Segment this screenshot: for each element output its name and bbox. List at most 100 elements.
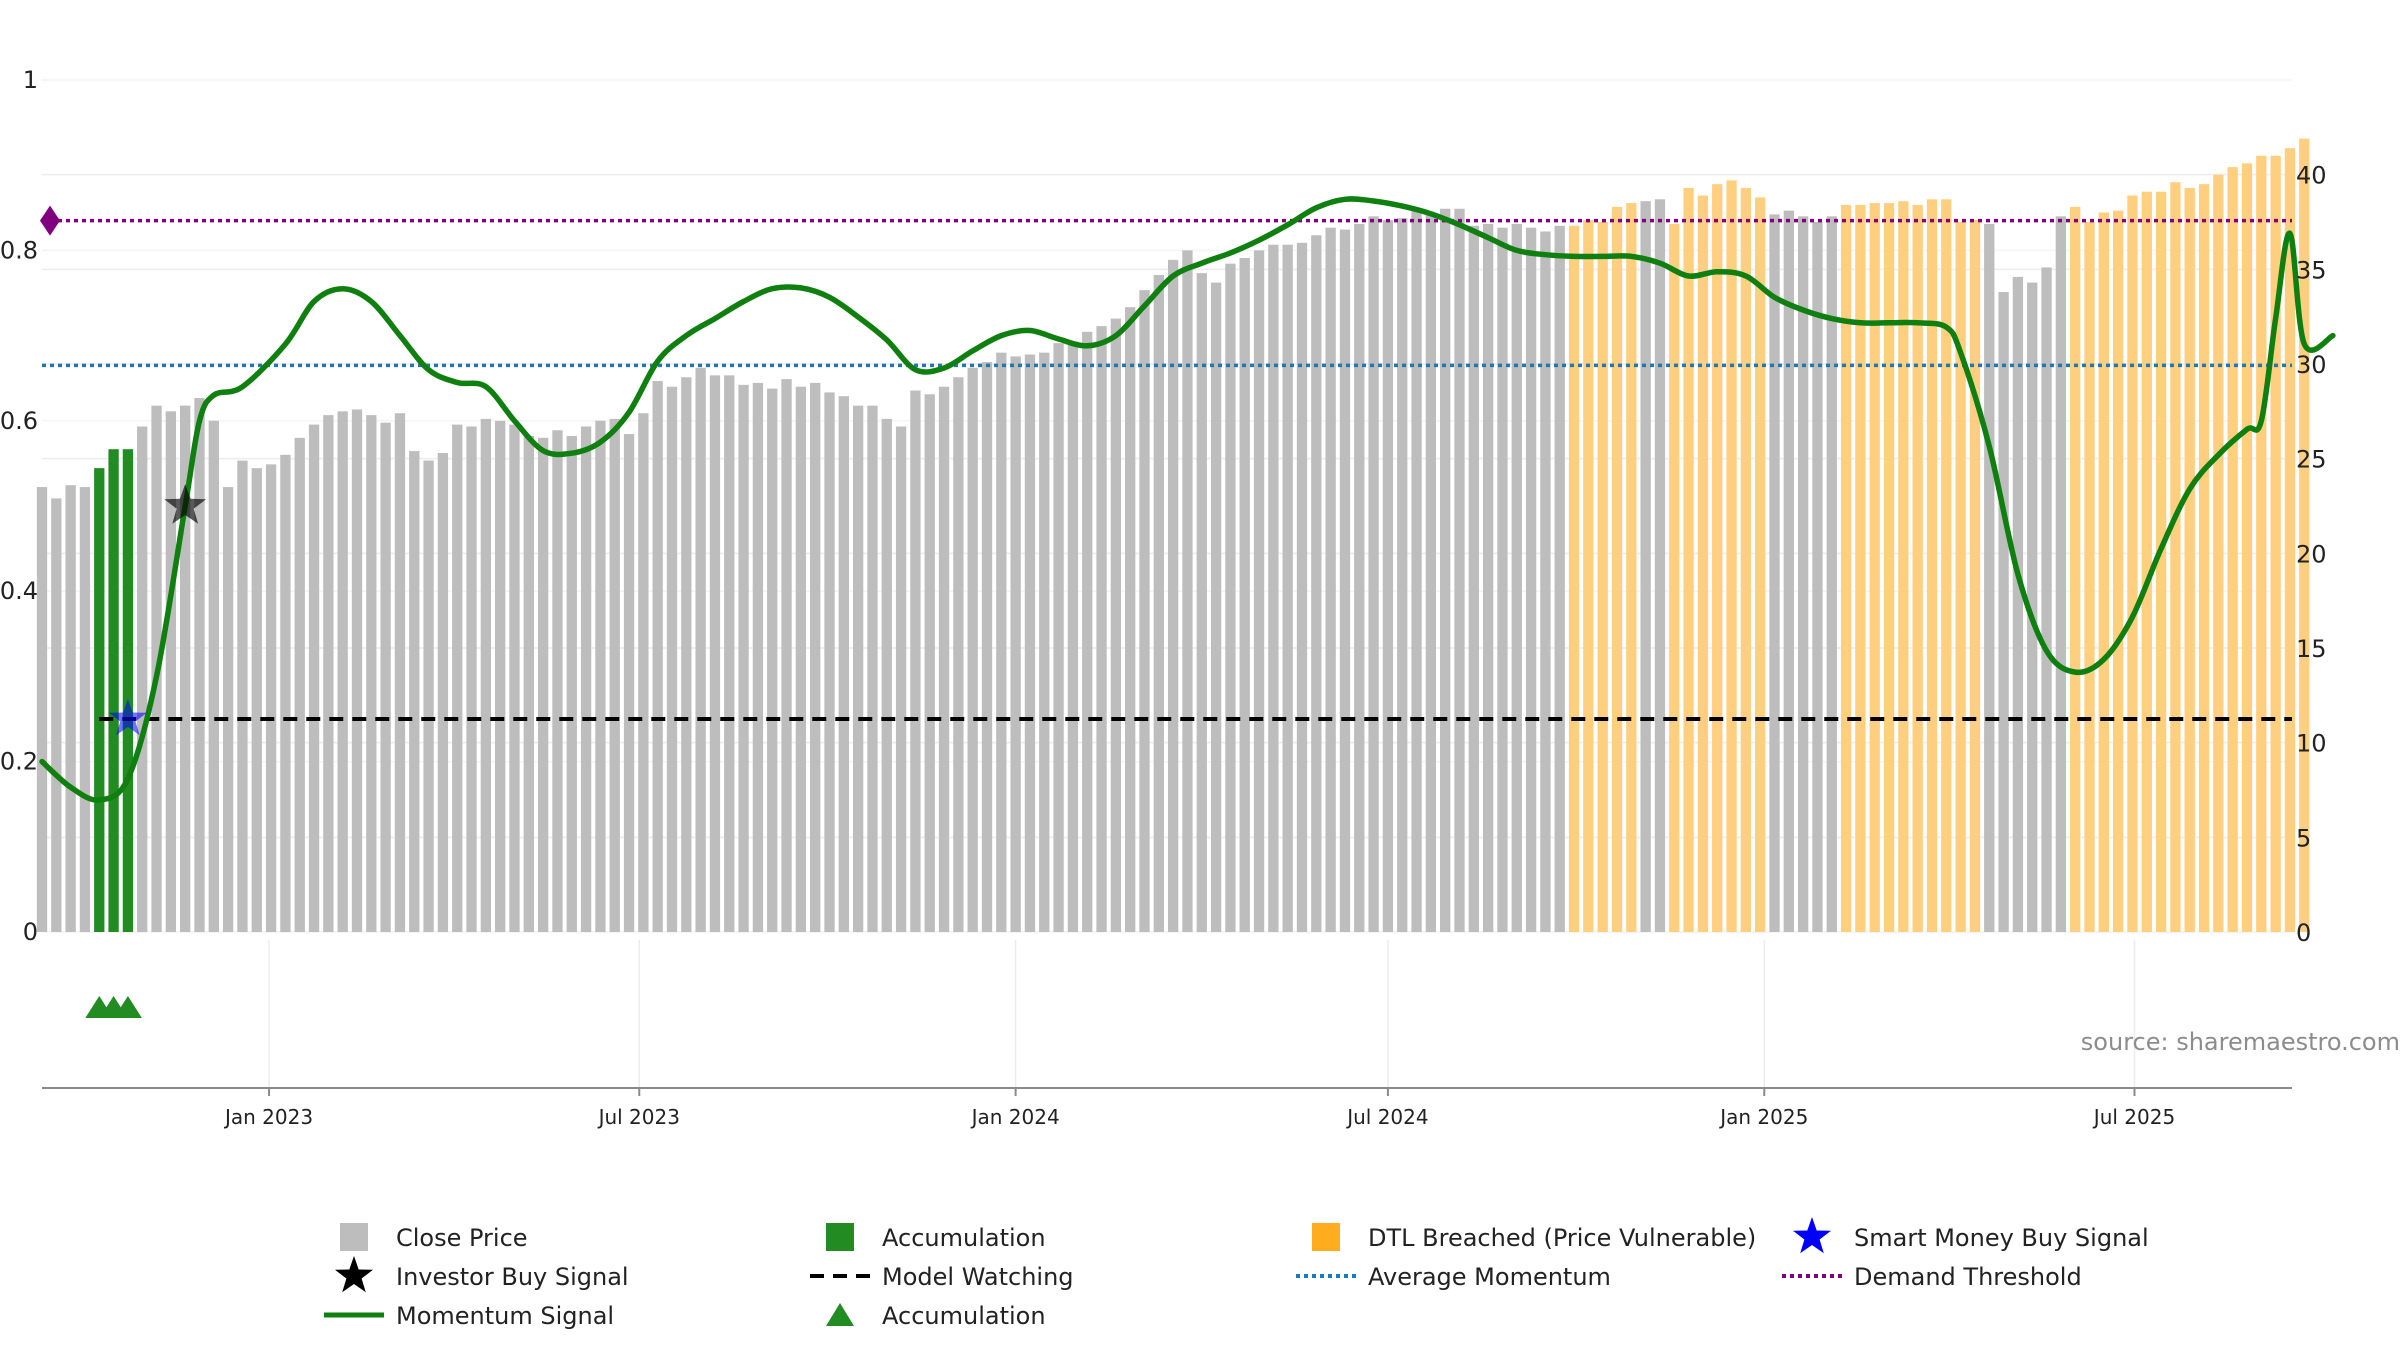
bar (967, 367, 978, 933)
bar (1268, 244, 1279, 933)
bar (1583, 220, 1594, 932)
bar (79, 487, 91, 932)
bar (1497, 227, 1508, 932)
bar (1969, 220, 1981, 932)
bar (1769, 214, 1780, 933)
bar (2155, 191, 2167, 932)
bar (180, 405, 191, 932)
bar (910, 390, 921, 932)
bar (1039, 352, 1050, 932)
bar (1024, 354, 1036, 932)
legend-label: Average Momentum (1368, 1263, 1611, 1291)
bar (437, 452, 449, 932)
legend-label: Investor Buy Signal (396, 1263, 629, 1291)
bar (2184, 187, 2195, 933)
bar (2127, 195, 2138, 932)
bar (1611, 206, 1623, 932)
bar (566, 435, 577, 932)
bar (36, 487, 48, 932)
bar (1196, 273, 1207, 932)
right-tick-label: 40 (2296, 162, 2327, 190)
bar (1167, 259, 1179, 932)
x-tick-label: Jul 2025 (2092, 1105, 2175, 1129)
right-tick-label: 0 (2296, 919, 2311, 947)
bar (509, 424, 520, 932)
bar (1110, 318, 1122, 932)
bar (280, 454, 291, 932)
bar (1382, 220, 1394, 932)
legend-item-dtl-breached-price-vulnerable: DTL Breached (Price Vulnerable) (1312, 1223, 1756, 1252)
axes: Jan 2023 Jul 2023 Jan 2024 Jul 2024 Jan 2025… (0, 66, 2327, 1129)
bar (1669, 223, 1680, 933)
bar (2098, 212, 2109, 933)
bar (1440, 208, 1451, 932)
bar (852, 405, 864, 932)
bar (265, 464, 277, 932)
bar (2112, 210, 2124, 932)
bar (1511, 223, 1522, 933)
bar (452, 424, 463, 932)
bar (1153, 275, 1164, 933)
bar (1411, 208, 1422, 932)
bar (466, 426, 477, 932)
bar (222, 487, 234, 932)
bar (695, 367, 706, 933)
left-tick-label: 1 (23, 66, 38, 94)
legend-item-accumulation: Accumulation (826, 1223, 1046, 1252)
x-tick-label: Jul 2024 (1345, 1105, 1428, 1129)
bar (323, 415, 334, 932)
bar (767, 388, 778, 932)
right-tick-label: 15 (2296, 635, 2327, 663)
bar (1282, 244, 1293, 933)
legend-label: Model Watching (882, 1263, 1074, 1291)
bar (681, 377, 692, 933)
investor-buy-star-icon (164, 484, 207, 524)
legend-item-close-price: Close Price (340, 1223, 528, 1252)
bar (781, 379, 792, 932)
bar (867, 405, 878, 932)
bar (1082, 331, 1093, 932)
bar (1683, 187, 1694, 933)
legend-label: Demand Threshold (1854, 1263, 2082, 1291)
x-tick-label: Jan 2024 (970, 1105, 1060, 1129)
bar (208, 420, 219, 932)
bar (1755, 197, 1766, 933)
bar (2027, 282, 2038, 932)
right-tick-label: 30 (2296, 351, 2327, 379)
bar (1998, 292, 2009, 932)
bar (351, 409, 363, 932)
legend-square-icon (1312, 1223, 1340, 1251)
bar (380, 422, 391, 932)
legend-label: Close Price (396, 1224, 528, 1252)
bar (1626, 203, 1637, 933)
source-label: source: sharemaestro.com (2081, 1028, 2400, 1056)
bar (137, 426, 148, 932)
bar (1468, 225, 1479, 932)
bar (623, 434, 635, 932)
bar (552, 430, 563, 932)
bar (2070, 206, 2081, 932)
right-tick-label: 5 (2296, 824, 2311, 852)
legend-triangle-icon (826, 1303, 854, 1326)
bar (1239, 257, 1250, 932)
legend-label: DTL Breached (Price Vulnerable) (1368, 1224, 1756, 1252)
legend-item-average-momentum: Average Momentum (1296, 1263, 1611, 1291)
legend-item-investor-buy-signal: Investor Buy Signal (335, 1256, 629, 1293)
legend-item-smart-money-buy-signal: Smart Money Buy Signal (1793, 1217, 2149, 1254)
right-tick-label: 25 (2296, 446, 2327, 474)
bar (953, 377, 964, 933)
bar (1554, 225, 1565, 932)
bar (294, 437, 305, 932)
bar (2256, 155, 2267, 932)
bar (1139, 290, 1150, 932)
bar (1869, 203, 1880, 933)
bar (1010, 356, 1021, 933)
bar (1397, 218, 1408, 933)
reference-lines (42, 218, 2292, 721)
bar (237, 460, 248, 932)
bar (795, 386, 807, 933)
demand-threshold-marker (40, 205, 60, 236)
bar (1797, 216, 1809, 932)
bar (165, 411, 177, 932)
bar (495, 420, 506, 932)
